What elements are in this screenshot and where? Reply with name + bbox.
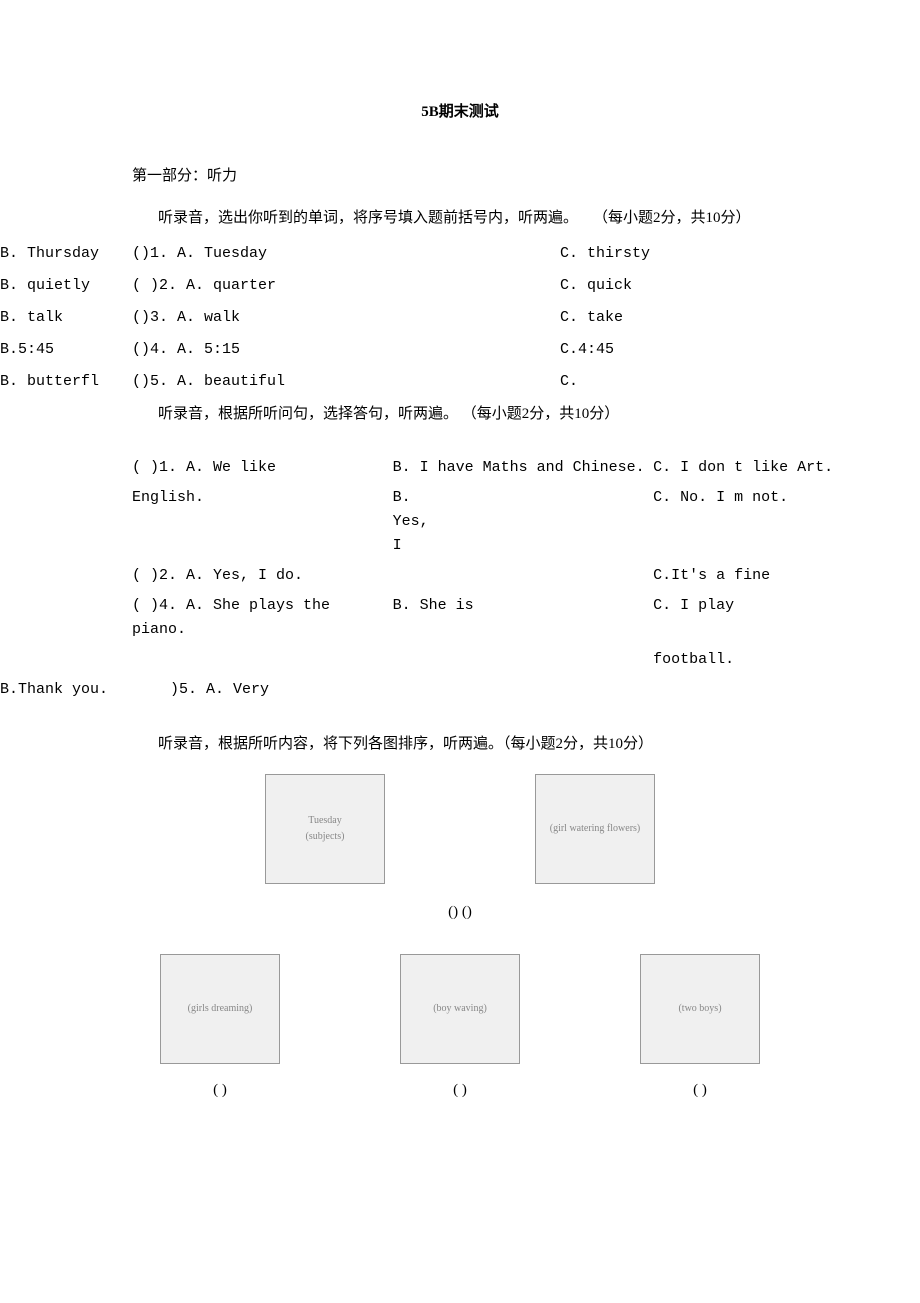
q2-2-a: ( )2. A. Yes, I do. <box>132 564 393 588</box>
q1-4-c: C.4:45 <box>560 338 920 362</box>
q2-4-c: C. I play <box>653 594 890 642</box>
q1-item-4: B.5:45 ()4. A. 5:15 C.4:45 <box>0 338 920 362</box>
image-row-2: (girls dreaming) (boy waving) (two boys) <box>0 954 920 1064</box>
q2-item-5: B.Thank you. )5. A. Very <box>0 678 920 702</box>
section-2-instruction: 听录音，根据所听问句，选择答句，听两遍。 （每小题2分，共10分） <box>158 402 860 426</box>
section-2-questions: ( )1. A. We like B. I have Maths and Chi… <box>132 456 890 672</box>
section-1-instruction: 听录音，选出你听到的单词，将序号填入题前括号内，听两遍。 （每小题2分，共10分… <box>158 206 860 230</box>
q2-4-b: B. She is <box>393 594 654 642</box>
q2-2-b: B. Yes, I <box>393 486 654 558</box>
q1-2-c: C. quick <box>560 274 920 298</box>
q1-5-a: ()5. A. beautiful <box>132 370 560 394</box>
image-row-1: Tuesday (subjects) (girl watering flower… <box>0 774 920 884</box>
page-title: 5B期末测试 <box>0 100 920 124</box>
q2-5-a: )5. A. Very <box>170 678 920 702</box>
q1-2-a: ( )2. A. quarter <box>132 274 560 298</box>
caption-2-3: ( ) <box>640 1078 760 1102</box>
q1-4-a: ()4. A. 5:15 <box>132 338 560 362</box>
q2-blank <box>393 564 654 588</box>
caption-2-1: ( ) <box>160 1078 280 1102</box>
caption-2-2: ( ) <box>400 1078 520 1102</box>
q2-5-b: B.Thank you. <box>0 678 170 702</box>
caption-row-2: ( ) ( ) ( ) <box>0 1078 920 1102</box>
q1-5-c: C. <box>560 370 920 394</box>
image-two-boys: (two boys) <box>640 954 760 1064</box>
q1-2-b: B. quietly <box>0 274 132 298</box>
q2-blank3 <box>393 648 654 672</box>
q2-4-c-cont: football. <box>653 648 890 672</box>
q1-4-b: B.5:45 <box>0 338 132 362</box>
q1-item-5: B. butterfl ()5. A. beautiful C. <box>0 370 920 394</box>
q2-2-c: C. No. I m not. <box>653 486 890 558</box>
q2-1-c: C. I don t like Art. <box>653 456 890 480</box>
q2-1-a: ( )1. A. We like <box>132 456 393 480</box>
q2-1-b: B. I have Maths and Chinese. <box>393 456 654 480</box>
section-3-instruction: 听录音，根据所听内容，将下列各图排序，听两遍。（每小题2分，共10分） <box>158 732 860 756</box>
q1-5-b: B. butterfl <box>0 370 132 394</box>
q1-item-1: B. Thursday ()1. A. Tuesday C. thirsty <box>0 242 920 266</box>
section-1-header: 第一部分：听力 <box>132 164 920 188</box>
q1-3-a: ()3. A. walk <box>132 306 560 330</box>
q1-1-b: B. Thursday <box>0 242 132 266</box>
q1-1-c: C. thirsty <box>560 242 920 266</box>
q2-1-a-cont: English. <box>132 486 393 558</box>
q2-blank2 <box>132 648 393 672</box>
q1-item-3: B. talk ()3. A. walk C. take <box>0 306 920 330</box>
image-dream: (girls dreaming) <box>160 954 280 1064</box>
q1-3-c: C. take <box>560 306 920 330</box>
q1-1-a: ()1. A. Tuesday <box>132 242 560 266</box>
image-flower-girl: (girl watering flowers) <box>535 774 655 884</box>
image-boy-wave: (boy waving) <box>400 954 520 1064</box>
q2-3-c: C.It's a fine <box>653 564 890 588</box>
q2-4-a: ( )4. A. She plays the piano. <box>132 594 393 642</box>
caption-row-1: () () <box>0 900 920 924</box>
q1-3-b: B. talk <box>0 306 132 330</box>
image-tuesday: Tuesday (subjects) <box>265 774 385 884</box>
q1-item-2: B. quietly ( )2. A. quarter C. quick <box>0 274 920 298</box>
